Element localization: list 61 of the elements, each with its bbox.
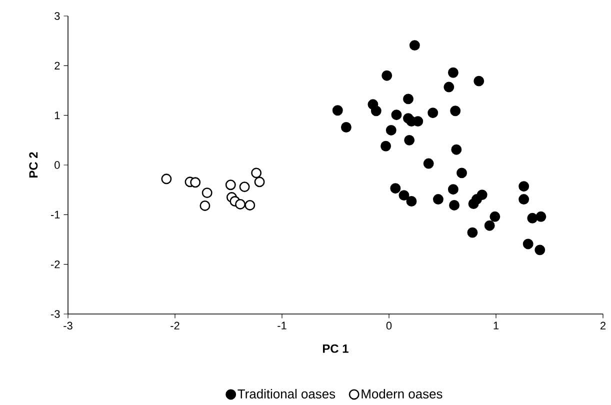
y-tick-label: -2 (50, 260, 60, 268)
point (239, 182, 250, 192)
legend-label: Traditional oases (238, 389, 336, 399)
y-tick-label: 0 (54, 161, 60, 169)
point (423, 158, 434, 169)
y-tick-label: 1 (54, 112, 60, 120)
y-tick-label: 2 (54, 62, 60, 70)
point (484, 220, 495, 231)
point (202, 188, 212, 198)
point (398, 190, 410, 201)
point (386, 125, 396, 136)
x-tick-label: 1 (494, 322, 499, 330)
point (190, 177, 201, 188)
point (225, 180, 236, 190)
point (522, 238, 534, 250)
point (406, 196, 417, 206)
point (456, 168, 467, 178)
point (403, 94, 414, 104)
point (527, 212, 538, 224)
y-tick-label: -3 (50, 310, 60, 318)
point (200, 200, 210, 211)
point (518, 194, 530, 205)
y-tick-label: -1 (50, 210, 60, 218)
x-tick-label: -1 (278, 322, 286, 330)
point (490, 211, 500, 222)
point (444, 82, 454, 92)
point (340, 122, 352, 132)
x-tick-label: -2 (170, 322, 180, 330)
point (409, 40, 420, 51)
point (235, 199, 246, 210)
point (332, 105, 343, 116)
x-tick-label: 2 (600, 322, 606, 330)
point (382, 70, 392, 81)
point (474, 76, 484, 86)
point (518, 181, 530, 192)
point (467, 227, 478, 238)
point (534, 244, 546, 256)
point (432, 194, 444, 205)
y-tick-label: 3 (54, 12, 60, 20)
point (536, 211, 546, 222)
point (450, 106, 461, 116)
point (428, 108, 438, 118)
point (448, 184, 458, 195)
x-axis-title: PC 1 (323, 344, 348, 353)
y-axis-title: PC 2 (29, 152, 38, 178)
x-tick-label: -3 (64, 322, 72, 330)
point (451, 144, 462, 155)
point (161, 174, 172, 184)
point (251, 168, 262, 178)
point (380, 140, 392, 152)
point (254, 176, 265, 188)
point (448, 67, 458, 78)
point (476, 190, 488, 200)
point (244, 200, 256, 210)
point (390, 183, 401, 194)
point (449, 200, 460, 210)
legend-label: Modern oases (362, 389, 442, 399)
point (404, 134, 415, 146)
point (370, 106, 382, 116)
point (391, 110, 402, 120)
x-tick-label: 0 (386, 322, 392, 330)
